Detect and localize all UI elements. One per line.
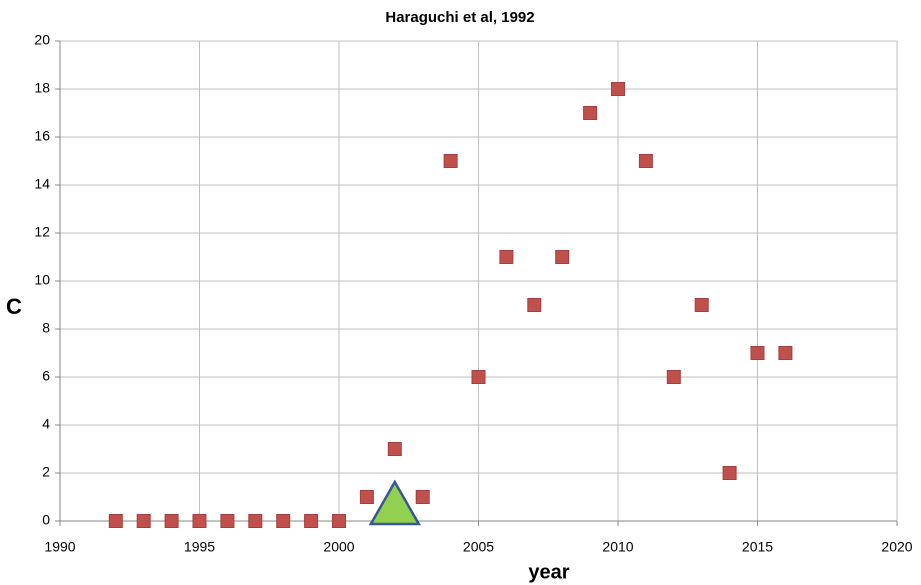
y-tick-label: 2 bbox=[42, 464, 50, 480]
data-point bbox=[415, 490, 430, 504]
y-tick-label: 0 bbox=[42, 512, 50, 528]
data-point bbox=[555, 250, 570, 264]
y-axis-label: C bbox=[6, 294, 22, 319]
y-tick-label: 12 bbox=[34, 224, 50, 240]
data-point bbox=[276, 514, 291, 528]
x-tick-label: 2020 bbox=[881, 539, 912, 555]
data-point bbox=[443, 154, 458, 168]
data-point bbox=[387, 442, 402, 456]
y-tick-label: 16 bbox=[34, 128, 50, 144]
x-tick-label: 1990 bbox=[44, 539, 75, 555]
y-tick-label: 4 bbox=[42, 416, 50, 432]
data-point bbox=[368, 479, 421, 526]
y-tick-label: 6 bbox=[42, 368, 50, 384]
y-tick-label: 8 bbox=[42, 320, 50, 336]
data-point bbox=[583, 106, 598, 120]
data-point bbox=[694, 298, 709, 312]
data-point bbox=[722, 466, 737, 480]
data-point bbox=[666, 370, 681, 384]
x-axis-label: year bbox=[528, 561, 569, 583]
data-point bbox=[164, 514, 179, 528]
y-tick-label: 10 bbox=[34, 272, 50, 288]
x-tick-label: 2005 bbox=[463, 539, 494, 555]
x-tick-label: 1995 bbox=[184, 539, 215, 555]
data-point bbox=[332, 514, 346, 528]
data-point bbox=[136, 514, 151, 528]
data-point bbox=[750, 346, 765, 360]
data-point bbox=[638, 154, 653, 168]
y-tick-label: 14 bbox=[34, 176, 50, 192]
x-tick-label: 2000 bbox=[323, 539, 354, 555]
data-point bbox=[611, 82, 625, 96]
data-point bbox=[108, 514, 123, 528]
data-point bbox=[248, 514, 263, 528]
data-point bbox=[471, 370, 486, 384]
y-tick-label: 18 bbox=[34, 80, 50, 96]
data-point bbox=[499, 250, 514, 264]
y-tick-label: 20 bbox=[34, 32, 50, 48]
data-point bbox=[778, 346, 793, 360]
data-point bbox=[527, 298, 542, 312]
data-point bbox=[220, 514, 235, 528]
x-tick-label: 2010 bbox=[602, 539, 633, 555]
data-point bbox=[304, 514, 319, 528]
data-point bbox=[192, 514, 207, 528]
data-point bbox=[359, 490, 374, 504]
x-tick-label: 2015 bbox=[742, 539, 773, 555]
chart-title: Haraguchi et al, 1992 bbox=[385, 9, 534, 26]
